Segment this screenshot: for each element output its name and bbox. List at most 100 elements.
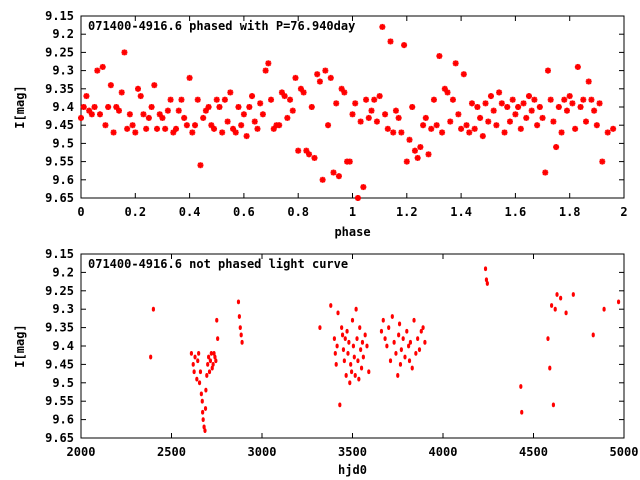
phased-data-point [118,89,125,96]
phased-data-point [254,125,261,132]
phased-data-point [485,118,492,125]
phased-data-point [414,154,421,161]
unphased-data-point [348,380,352,386]
unphased-data-point [198,369,203,375]
unphased-data-point [394,350,398,356]
phased-data-point [390,129,397,136]
unphased-data-point [341,347,346,353]
phased-data-point [409,104,416,110]
unphased-data-point [203,428,207,434]
phased-data-point [284,114,291,121]
unphased-y-axis-title: I[mag] [13,324,27,367]
phased-data-point [102,122,109,129]
unphased-light-curve-panel: 2000 2500 3000 3500 4000 4500 5000 9.15 9.2 9.25 9… [13,247,638,477]
phased-data-point [444,89,451,96]
phased-data-point [536,104,543,110]
unphased-data-point [333,350,337,356]
unphased-data-point [209,350,213,356]
phased-data-point [97,111,104,118]
phased-data-point [235,104,242,110]
phased-data-point [121,49,128,56]
phased-data-point [553,144,560,151]
phased-data-point [403,158,410,165]
unphased-data-point [201,417,205,422]
unphased-x-tick-label: 3500 [338,445,367,459]
phased-data-point [417,144,424,151]
phased-data-point [517,125,524,132]
unphased-data-point [199,391,203,397]
phased-data-point [582,118,589,125]
phased-data-point [292,74,299,81]
unphased-data-point [398,362,403,367]
phased-data-point [216,104,223,110]
phased-data-point [430,96,437,103]
unphased-data-point [203,406,208,411]
phased-y-tick-label: 9.65 [45,191,74,205]
unphased-data-point [195,376,199,382]
phased-data-point [306,151,313,158]
phased-data-point [145,114,152,121]
unphased-data-point [361,354,365,360]
phased-data-point [124,125,131,132]
phased-data-point [401,42,408,49]
phased-data-point [490,107,497,114]
phased-data-point [561,96,568,103]
phased-data-point [213,96,220,103]
unphased-data-point [559,295,563,301]
unphased-data-point [397,332,401,338]
unphased-data-point [191,362,195,367]
phased-data-point [487,93,494,100]
phased-data-point [460,71,467,78]
unphased-data-point [216,336,220,342]
phased-data-point [411,147,418,154]
unphased-data-point [408,339,413,345]
unphased-y-tick-label: 9.3 [52,302,74,316]
phased-data-point [227,89,234,96]
unphased-data-point [417,347,422,353]
phased-y-tick-label: 9.2 [52,27,74,41]
unphased-data-point [238,325,242,330]
unphased-y-tick-label: 9.15 [45,247,74,261]
unphased-data-point [335,343,339,349]
unphased-chart-title: 071400-4916.6 not phased light curve [88,257,348,271]
phased-data-point [159,114,166,121]
phased-data-point [471,125,478,132]
phased-data-point [439,129,446,136]
phased-data-point [591,107,598,114]
unphased-data-point [151,306,155,312]
phased-data-point [189,129,196,136]
phased-y-axis-title: I[mag] [13,85,27,128]
phased-data-point [506,118,513,125]
phased-data-point [574,63,581,70]
phased-data-point [249,93,256,100]
phased-data-point [474,104,481,110]
phased-data-point [211,125,218,132]
phased-y-tick-label: 9.6 [52,173,74,187]
phased-data-point [259,111,266,118]
phased-data-point [542,169,549,176]
unphased-data-point [399,347,403,353]
phased-y-tick-label: 9.15 [45,9,74,23]
unphased-x-tick-label: 4500 [519,445,548,459]
unphased-data-point [213,354,217,360]
phased-data-point [596,100,603,107]
unphased-data-point [329,303,333,308]
unphased-data-point [555,292,559,297]
unphased-data-point [332,336,336,342]
unphased-data-point [201,409,205,415]
phased-data-point [105,104,112,110]
phased-data-point [167,96,174,103]
unphased-data-point [340,332,345,338]
phased-data-point [341,89,348,96]
unphased-data-point [390,314,394,319]
unphased-data-point [347,339,351,345]
unphased-data-point [358,325,362,330]
phased-data-point [243,133,250,140]
phased-data-point [422,114,429,121]
phased-data-point [126,111,133,118]
unphased-data-point [591,332,595,338]
unphased-data-point [354,306,358,312]
phased-data-point [181,114,188,121]
phased-data-point [482,100,489,107]
unphased-y-tick-label: 9.25 [45,284,74,298]
